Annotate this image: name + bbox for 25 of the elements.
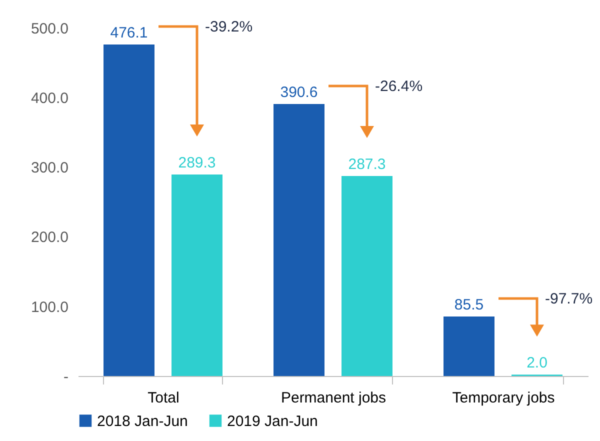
x-tick-label: Permanent jobs [280, 390, 386, 406]
data-label: 476.1 [110, 24, 148, 42]
legend-label: 2019 Jan-Jun [227, 412, 318, 430]
annotation: -26.4% [375, 78, 423, 96]
y-tick-label: - [64, 368, 68, 386]
y-tick-label: 400.0 [30, 90, 68, 107]
data-label: 289.3 [178, 154, 216, 172]
bar [172, 174, 222, 376]
data-label: 85.5 [454, 296, 484, 314]
y-tick-label: 200.0 [30, 229, 68, 246]
x-tick-label: Temporary jobs [452, 390, 555, 406]
data-label: 2.0 [526, 354, 548, 372]
y-tick-label: 300.0 [30, 160, 68, 177]
y-tick-label: 500.0 [30, 20, 68, 38]
annotation: -97.7% [545, 290, 593, 308]
y-tick-label: 100.0 [30, 298, 68, 316]
bar [274, 104, 324, 376]
bar [444, 316, 494, 376]
data-label: 390.6 [280, 84, 318, 102]
legend-label: 2018 Jan-Jun [97, 412, 188, 430]
annotation: -39.2% [205, 18, 253, 36]
bar [104, 44, 154, 376]
x-tick-label: Total [148, 390, 180, 406]
data-label: 287.3 [348, 156, 386, 173]
bar [342, 176, 392, 376]
